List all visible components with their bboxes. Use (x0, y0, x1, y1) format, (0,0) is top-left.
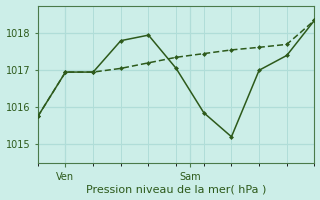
X-axis label: Pression niveau de la mer( hPa ): Pression niveau de la mer( hPa ) (86, 184, 266, 194)
